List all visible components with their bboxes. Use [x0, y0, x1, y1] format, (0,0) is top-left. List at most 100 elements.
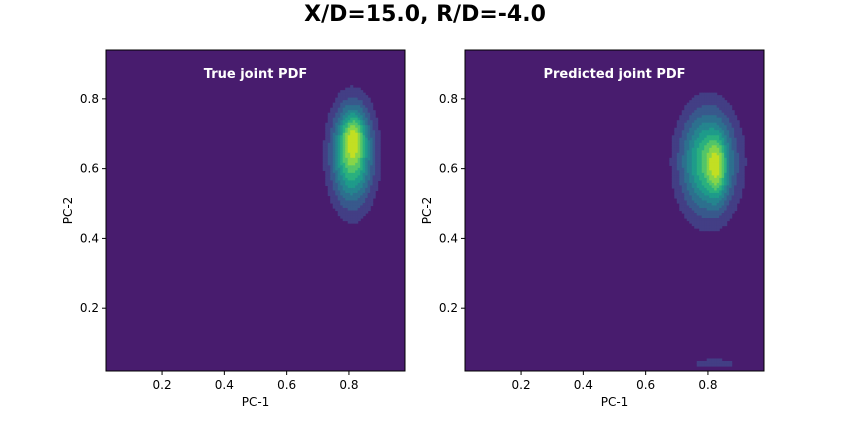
contour-cell — [729, 207, 733, 212]
contour-cell — [375, 162, 379, 166]
contour-cell — [701, 218, 705, 222]
contour-cell — [337, 122, 341, 126]
contour-cell — [674, 172, 678, 176]
contour-cell — [694, 223, 698, 227]
contour-cell — [352, 162, 356, 166]
contour-cell — [325, 122, 329, 126]
contour-cell — [377, 132, 381, 136]
contour-cell — [370, 142, 374, 146]
contour-cell — [372, 117, 376, 121]
contour-cell — [347, 125, 351, 129]
contour-cell — [714, 187, 718, 192]
contour-cell — [719, 122, 723, 126]
contour-cell — [691, 205, 695, 209]
contour-cell — [367, 177, 371, 182]
contour-cell — [689, 130, 693, 134]
contour-cell — [709, 202, 713, 207]
contour-cell — [679, 197, 683, 202]
contour-cell — [340, 95, 344, 99]
contour-cell — [681, 205, 685, 209]
contour-cell — [734, 160, 738, 164]
contour-cell — [706, 125, 710, 129]
contour-cell — [357, 215, 361, 219]
contour-cell — [335, 175, 339, 179]
contour-cell — [684, 195, 688, 199]
contour-cell — [729, 182, 733, 187]
contour-cell — [322, 167, 326, 171]
contour-cell — [691, 213, 695, 217]
contour-cell — [674, 130, 678, 134]
contour-cell — [716, 213, 720, 217]
contour-cell — [350, 145, 354, 149]
contour-cell — [355, 213, 359, 217]
contour-cell — [736, 132, 740, 136]
contour-cell — [322, 152, 326, 156]
contour-cell — [689, 187, 693, 192]
contour-cell — [342, 122, 346, 126]
contour-cell — [691, 218, 695, 222]
true-pdf-title: True joint PDF — [204, 67, 308, 82]
contour-cell — [731, 152, 735, 156]
contour-cell — [360, 185, 364, 189]
x-tick-label: 0.4 — [574, 378, 593, 392]
contour-cell — [676, 162, 680, 166]
contour-cell — [709, 95, 713, 99]
contour-cell — [689, 147, 693, 151]
contour-cell — [729, 112, 733, 116]
contour-cell — [729, 130, 733, 134]
contour-cell — [352, 218, 356, 222]
contour-cell — [330, 200, 334, 204]
contour-cell — [699, 195, 703, 199]
contour-cell — [716, 135, 720, 139]
contour-cell — [362, 140, 366, 144]
contour-cell — [696, 207, 700, 212]
contour-cell — [686, 130, 690, 134]
contour-cell — [342, 130, 346, 134]
contour-cell — [357, 107, 361, 111]
contour-cell — [696, 165, 700, 169]
contour-cell — [337, 145, 341, 149]
contour-cell — [694, 110, 698, 114]
contour-cell — [711, 130, 715, 134]
contour-cell — [676, 125, 680, 129]
contour-cell — [734, 182, 738, 187]
contour-cell — [716, 100, 720, 104]
contour-cell — [714, 202, 718, 207]
contour-cell — [676, 182, 680, 187]
contour-cell — [681, 190, 685, 194]
contour-cell — [347, 95, 351, 99]
contour-cell — [741, 160, 745, 164]
contour-cell — [340, 155, 344, 159]
contour-cell — [365, 125, 369, 129]
contour-cell — [352, 142, 356, 146]
contour-cell — [372, 110, 376, 114]
contour-cell — [719, 147, 723, 151]
contour-cell — [694, 213, 698, 217]
contour-cell — [347, 117, 351, 121]
contour-cell — [701, 177, 705, 182]
contour-cell — [342, 187, 346, 192]
contour-cell — [716, 157, 720, 161]
contour-cell — [694, 160, 698, 164]
contour-cell — [706, 358, 710, 362]
contour-cell — [362, 175, 366, 179]
contour-cell — [686, 112, 690, 116]
contour-cell — [704, 120, 708, 124]
contour-cell — [739, 190, 743, 194]
contour-cell — [696, 160, 700, 164]
contour-cell — [686, 135, 690, 139]
contour-cell — [714, 210, 718, 214]
contour-cell — [709, 122, 713, 126]
contour-cell — [699, 95, 703, 99]
contour-cell — [694, 207, 698, 212]
contour-cell — [739, 137, 743, 141]
contour-cell — [726, 197, 730, 202]
contour-cell — [704, 192, 708, 197]
contour-cell — [691, 142, 695, 146]
contour-cell — [327, 122, 331, 126]
contour-cell — [724, 152, 728, 156]
y-tick-label: 0.6 — [80, 162, 99, 176]
contour-cell — [709, 218, 713, 222]
contour-cell — [350, 205, 354, 209]
true-pdf-yticks: 0.20.40.60.8 — [80, 92, 106, 315]
